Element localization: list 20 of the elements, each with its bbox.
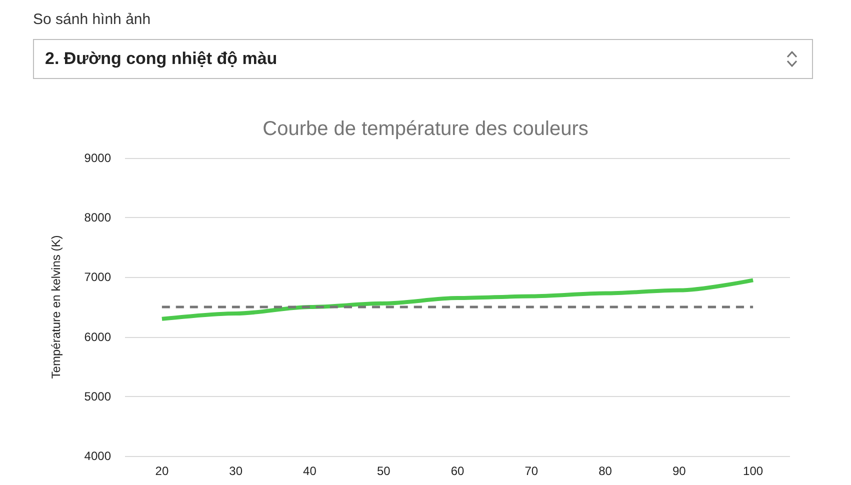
dropdown-field[interactable]: 2. Đường cong nhiệt độ màu xyxy=(33,39,813,79)
y-axis-title: Température en kelvins (K) xyxy=(49,235,63,379)
chart-title: Courbe de température des couleurs xyxy=(262,118,588,140)
y-tick-label: 4000 xyxy=(84,449,112,463)
x-tick-label: 20 xyxy=(155,464,169,478)
text: So sánh hình ảnh xyxy=(33,11,151,28)
x-tick-label: 40 xyxy=(303,464,317,478)
x-tick-label: 90 xyxy=(672,464,686,478)
x-tick-label: 70 xyxy=(524,464,538,478)
x-tick-label: 60 xyxy=(450,464,464,478)
y-tick-label: 5000 xyxy=(84,389,112,404)
x-tick-label: 100 xyxy=(743,464,764,478)
line-series xyxy=(160,278,756,321)
y-tick-label: 8000 xyxy=(84,210,112,225)
x-tick-label: 80 xyxy=(598,464,612,478)
y-tick-label: 7000 xyxy=(84,270,112,284)
y-tick-label: 6000 xyxy=(84,330,112,344)
y-tick-label: 9000 xyxy=(84,151,112,165)
x-tick-label: 50 xyxy=(376,464,391,478)
x-tick-label: 30 xyxy=(229,464,243,478)
